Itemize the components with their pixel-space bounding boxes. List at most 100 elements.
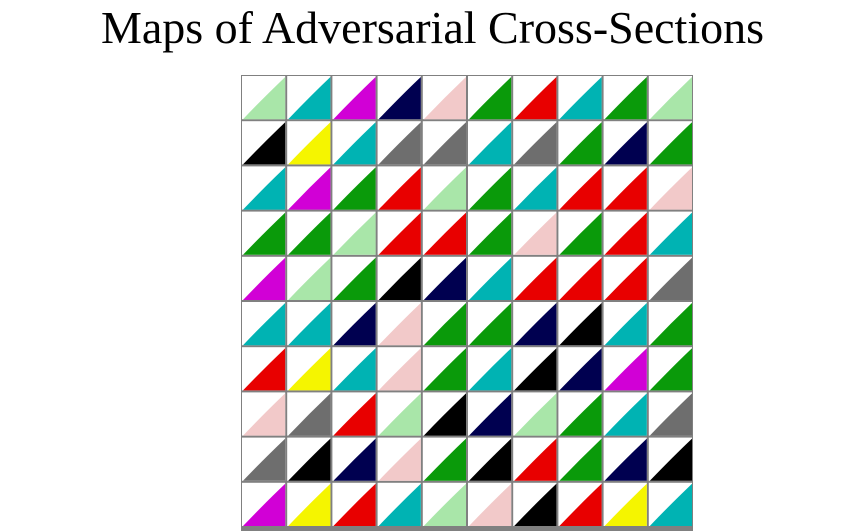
region-gray — [423, 122, 466, 165]
region-yellow — [604, 483, 647, 526]
region-cyan — [649, 483, 692, 526]
region-cyan — [604, 393, 647, 436]
cross-section-map-grid — [242, 76, 692, 526]
region-lightgreen — [514, 393, 557, 436]
region-green — [469, 212, 512, 255]
cross-section-cell-r2-c3 — [332, 121, 376, 165]
cross-section-cell-r4-c4 — [377, 211, 421, 255]
region-lightgreen — [378, 393, 421, 436]
cross-section-cell-r7-c4 — [377, 347, 421, 391]
cross-section-cell-r9-c1 — [242, 437, 286, 481]
region-black — [288, 438, 331, 481]
region-cyan — [378, 483, 421, 526]
cross-section-cell-r5-c2 — [287, 256, 331, 300]
region-red — [514, 438, 557, 481]
cross-section-cell-r5-c3 — [332, 256, 376, 300]
region-red — [333, 393, 376, 436]
cross-section-cell-r9-c2 — [287, 437, 331, 481]
region-pink — [469, 483, 512, 526]
region-green — [649, 348, 692, 391]
cross-section-cell-r8-c10 — [648, 392, 692, 436]
region-green — [469, 303, 512, 346]
cross-section-cell-r8-c5 — [422, 392, 466, 436]
region-cyan — [649, 212, 692, 255]
region-cyan — [333, 348, 376, 391]
cross-section-cell-r7-c1 — [242, 347, 286, 391]
cross-section-cell-r8-c8 — [558, 392, 602, 436]
cross-section-cell-r9-c4 — [377, 437, 421, 481]
cross-section-cell-r7-c5 — [422, 347, 466, 391]
region-gray — [378, 122, 421, 165]
region-magenta — [288, 167, 331, 210]
region-green — [559, 122, 602, 165]
cross-section-cell-r7-c6 — [468, 347, 512, 391]
cross-section-grid — [241, 75, 693, 531]
cross-section-cell-r1-c10 — [648, 76, 692, 120]
cross-section-cell-r3-c9 — [603, 166, 647, 210]
region-green — [559, 212, 602, 255]
region-navy — [333, 438, 376, 481]
region-green — [649, 122, 692, 165]
region-cyan — [243, 303, 286, 346]
region-red — [333, 483, 376, 526]
cross-section-cell-r5-c1 — [242, 256, 286, 300]
page-title: Maps of Adversarial Cross-Sections — [100, 2, 765, 53]
region-black — [469, 438, 512, 481]
cross-section-cell-r5-c8 — [558, 256, 602, 300]
cross-section-cell-r8-c7 — [513, 392, 557, 436]
region-gray — [288, 393, 331, 436]
region-gray — [243, 438, 286, 481]
cross-section-cell-r1-c3 — [332, 76, 376, 120]
region-pink — [243, 393, 286, 436]
region-cyan — [333, 122, 376, 165]
region-yellow — [288, 348, 331, 391]
cross-section-cell-r3-c4 — [377, 166, 421, 210]
region-gray — [649, 393, 692, 436]
cross-section-cell-r3-c3 — [332, 166, 376, 210]
region-red — [604, 257, 647, 300]
cross-section-cell-r2-c10 — [648, 121, 692, 165]
cross-section-cell-r8-c6 — [468, 392, 512, 436]
region-yellow — [288, 122, 331, 165]
region-pink — [514, 212, 557, 255]
cross-section-cell-r7-c8 — [558, 347, 602, 391]
cross-section-cell-r6-c1 — [242, 302, 286, 346]
cross-section-cell-r10-c4 — [377, 482, 421, 526]
cross-section-cell-r8-c3 — [332, 392, 376, 436]
cross-section-cell-r7-c10 — [648, 347, 692, 391]
cross-section-cell-r5-c9 — [603, 256, 647, 300]
region-cyan — [288, 303, 331, 346]
region-green — [423, 348, 466, 391]
cross-section-cell-r10-c8 — [558, 482, 602, 526]
region-black — [423, 393, 466, 436]
cross-section-cell-r8-c2 — [287, 392, 331, 436]
region-lightgreen — [288, 257, 331, 300]
cross-section-cell-r2-c1 — [242, 121, 286, 165]
region-lightgreen — [243, 77, 286, 120]
region-lightgreen — [333, 212, 376, 255]
cross-section-cell-r4-c1 — [242, 211, 286, 255]
region-green — [423, 303, 466, 346]
region-cyan — [514, 167, 557, 210]
cross-section-cell-r6-c10 — [648, 302, 692, 346]
cross-section-cell-r3-c6 — [468, 166, 512, 210]
region-navy — [469, 393, 512, 436]
region-green — [559, 438, 602, 481]
cross-section-cell-r1-c9 — [603, 76, 647, 120]
region-black — [559, 303, 602, 346]
cross-section-cell-r5-c6 — [468, 256, 512, 300]
region-yellow — [288, 483, 331, 526]
region-green — [288, 212, 331, 255]
cross-section-cell-r1-c6 — [468, 76, 512, 120]
cross-section-cell-r4-c7 — [513, 211, 557, 255]
region-red — [243, 348, 286, 391]
region-navy — [423, 257, 466, 300]
region-green — [559, 393, 602, 436]
cross-section-cell-r2-c6 — [468, 121, 512, 165]
region-black — [649, 438, 692, 481]
region-green — [333, 257, 376, 300]
cross-section-cell-r1-c5 — [422, 76, 466, 120]
cross-section-cell-r5-c5 — [422, 256, 466, 300]
region-red — [378, 167, 421, 210]
cross-section-cell-r9-c10 — [648, 437, 692, 481]
